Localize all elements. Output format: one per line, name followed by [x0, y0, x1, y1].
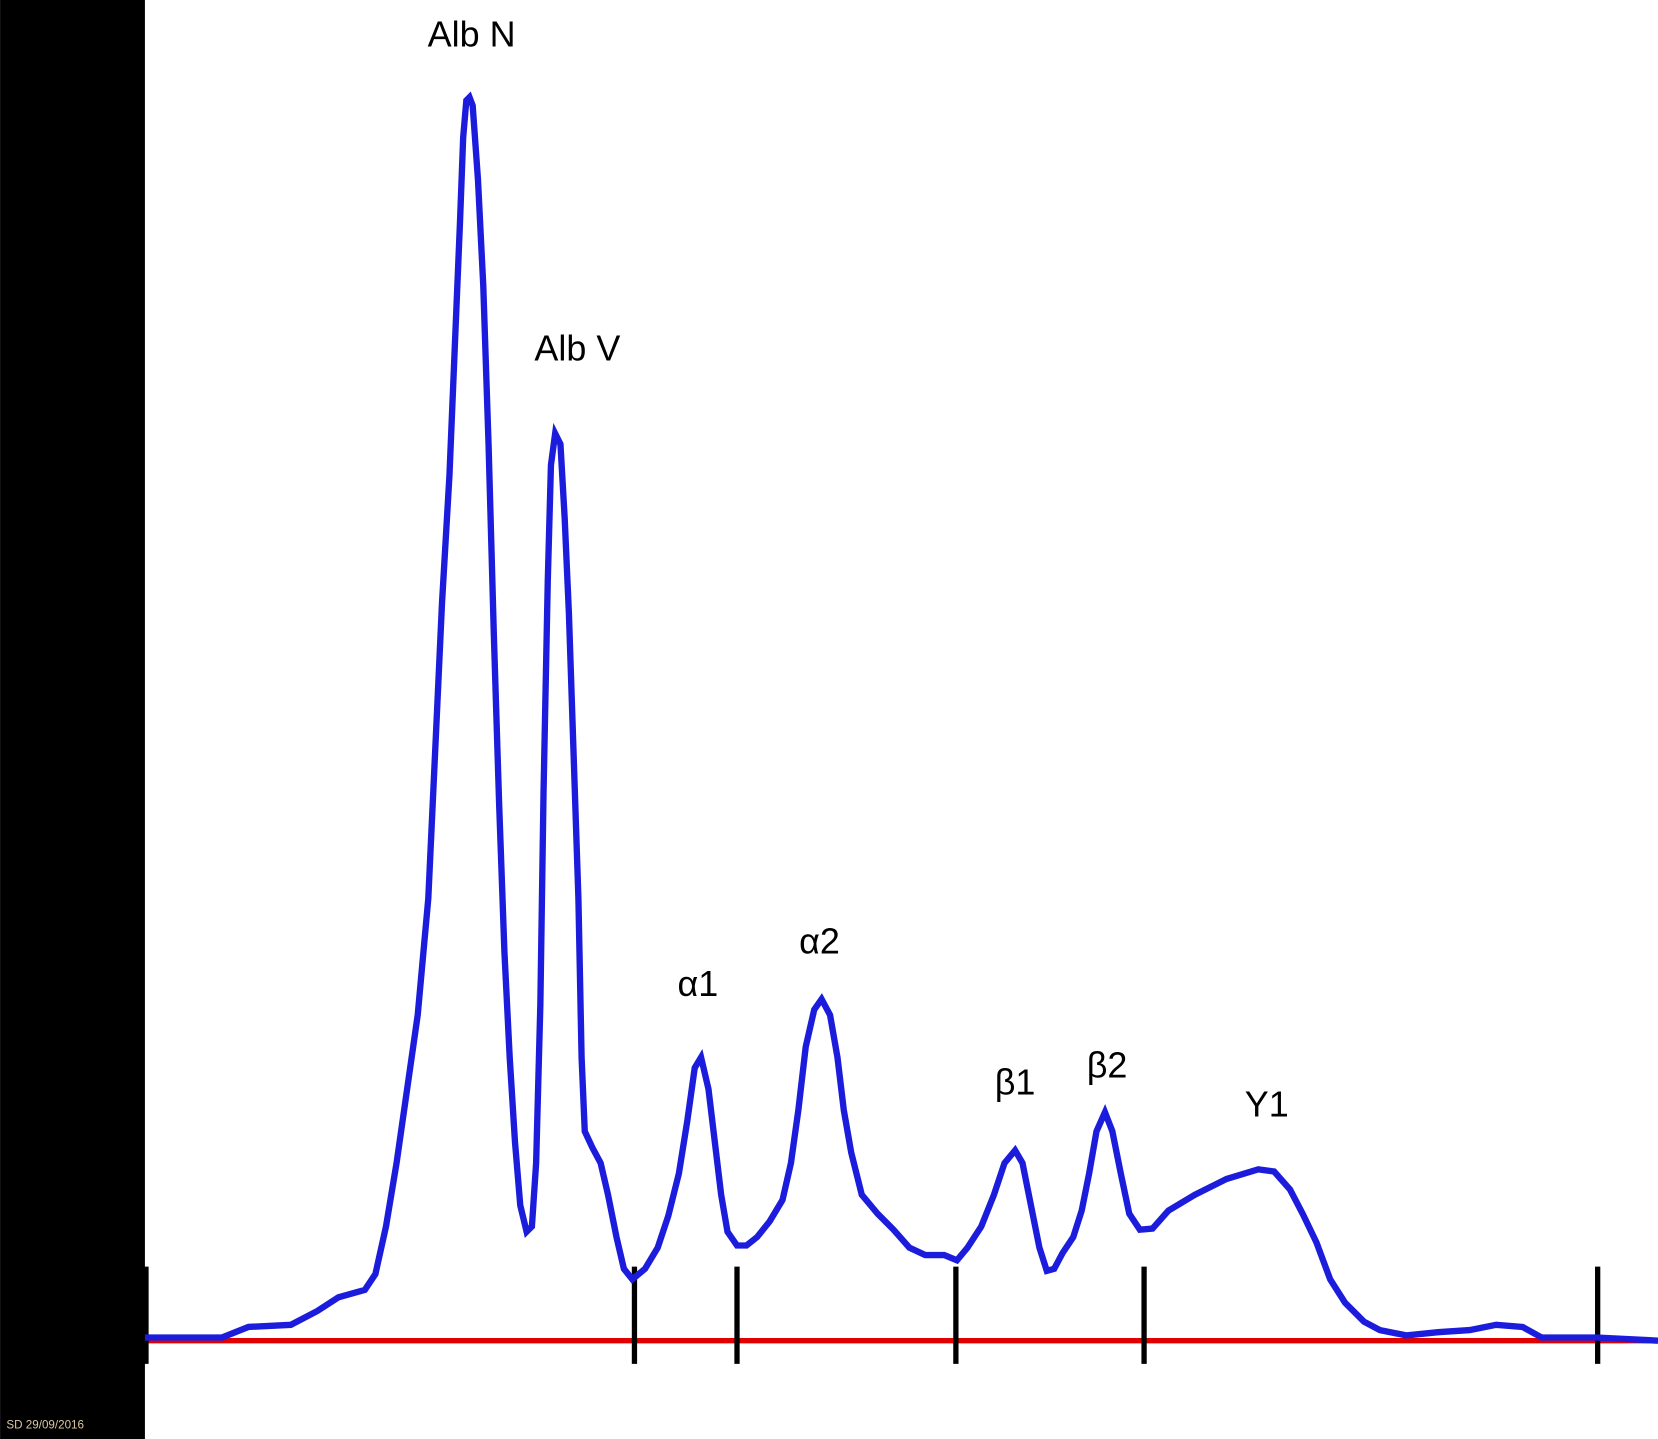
peak-label: β2 [1087, 1044, 1128, 1085]
peak-label: Alb N [428, 14, 516, 55]
peak-label: β1 [995, 1061, 1036, 1102]
side-bar [0, 0, 145, 1439]
trace [144, 91, 1658, 1344]
peak-label: α2 [799, 921, 840, 962]
peak-label: Y1 [1245, 1084, 1289, 1125]
peak-label: Alb V [534, 328, 620, 369]
peak-label: α1 [678, 963, 719, 1004]
footer: SD 29/09/2016 [6, 1418, 84, 1431]
